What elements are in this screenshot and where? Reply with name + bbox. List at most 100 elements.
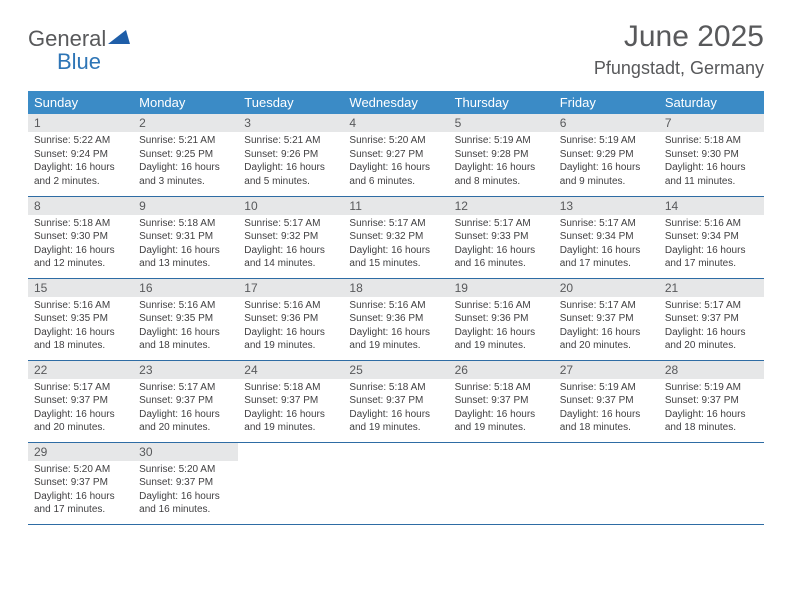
calendar-day-cell: 10Sunrise: 5:17 AMSunset: 9:32 PMDayligh… bbox=[238, 196, 343, 278]
sunrise-line: Sunrise: 5:18 AM bbox=[139, 218, 215, 229]
calendar-day-cell bbox=[659, 442, 764, 524]
calendar-day-cell: 1Sunrise: 5:22 AMSunset: 9:24 PMDaylight… bbox=[28, 114, 133, 196]
sunset-line: Sunset: 9:37 PM bbox=[560, 313, 634, 324]
calendar-day-cell: 30Sunrise: 5:20 AMSunset: 9:37 PMDayligh… bbox=[133, 442, 238, 524]
sunrise-line: Sunrise: 5:21 AM bbox=[139, 135, 215, 146]
location-label: Pfungstadt, Germany bbox=[594, 58, 764, 79]
calendar-table: SundayMondayTuesdayWednesdayThursdayFrid… bbox=[28, 91, 764, 525]
sunrise-line: Sunrise: 5:16 AM bbox=[665, 218, 741, 229]
day-details: Sunrise: 5:19 AMSunset: 9:28 PMDaylight:… bbox=[449, 132, 554, 192]
daylight-line: Daylight: 16 hours and 2 minutes. bbox=[34, 162, 115, 187]
sunrise-line: Sunrise: 5:16 AM bbox=[139, 300, 215, 311]
day-details: Sunrise: 5:21 AMSunset: 9:25 PMDaylight:… bbox=[133, 132, 238, 192]
sunrise-line: Sunrise: 5:22 AM bbox=[34, 135, 110, 146]
day-details: Sunrise: 5:17 AMSunset: 9:37 PMDaylight:… bbox=[28, 379, 133, 439]
calendar-body: 1Sunrise: 5:22 AMSunset: 9:24 PMDaylight… bbox=[28, 114, 764, 524]
weekday-header: Friday bbox=[554, 91, 659, 114]
sunset-line: Sunset: 9:37 PM bbox=[139, 477, 213, 488]
sunrise-line: Sunrise: 5:19 AM bbox=[455, 135, 531, 146]
daylight-line: Daylight: 16 hours and 19 minutes. bbox=[455, 409, 536, 434]
sunset-line: Sunset: 9:37 PM bbox=[665, 395, 739, 406]
calendar-day-cell: 5Sunrise: 5:19 AMSunset: 9:28 PMDaylight… bbox=[449, 114, 554, 196]
calendar-day-cell: 17Sunrise: 5:16 AMSunset: 9:36 PMDayligh… bbox=[238, 278, 343, 360]
day-number: 20 bbox=[554, 279, 659, 297]
day-number: 11 bbox=[343, 197, 448, 215]
sunset-line: Sunset: 9:37 PM bbox=[665, 313, 739, 324]
sunrise-line: Sunrise: 5:17 AM bbox=[139, 382, 215, 393]
day-number: 28 bbox=[659, 361, 764, 379]
day-details: Sunrise: 5:19 AMSunset: 9:37 PMDaylight:… bbox=[659, 379, 764, 439]
sunset-line: Sunset: 9:36 PM bbox=[455, 313, 529, 324]
sunset-line: Sunset: 9:26 PM bbox=[244, 149, 318, 160]
sunrise-line: Sunrise: 5:18 AM bbox=[349, 382, 425, 393]
day-number: 24 bbox=[238, 361, 343, 379]
sunset-line: Sunset: 9:37 PM bbox=[34, 395, 108, 406]
day-details: Sunrise: 5:16 AMSunset: 9:35 PMDaylight:… bbox=[28, 297, 133, 357]
daylight-line: Daylight: 16 hours and 17 minutes. bbox=[34, 491, 115, 516]
day-details: Sunrise: 5:17 AMSunset: 9:34 PMDaylight:… bbox=[554, 215, 659, 275]
daylight-line: Daylight: 16 hours and 16 minutes. bbox=[139, 491, 220, 516]
sunrise-line: Sunrise: 5:16 AM bbox=[244, 300, 320, 311]
sunset-line: Sunset: 9:33 PM bbox=[455, 231, 529, 242]
calendar-day-cell bbox=[449, 442, 554, 524]
daylight-line: Daylight: 16 hours and 17 minutes. bbox=[665, 245, 746, 270]
day-details: Sunrise: 5:16 AMSunset: 9:36 PMDaylight:… bbox=[238, 297, 343, 357]
day-number: 3 bbox=[238, 114, 343, 132]
day-number: 27 bbox=[554, 361, 659, 379]
sunrise-line: Sunrise: 5:16 AM bbox=[349, 300, 425, 311]
sunrise-line: Sunrise: 5:17 AM bbox=[349, 218, 425, 229]
day-number: 22 bbox=[28, 361, 133, 379]
calendar-day-cell: 29Sunrise: 5:20 AMSunset: 9:37 PMDayligh… bbox=[28, 442, 133, 524]
day-number: 8 bbox=[28, 197, 133, 215]
sunrise-line: Sunrise: 5:17 AM bbox=[560, 218, 636, 229]
day-number: 30 bbox=[133, 443, 238, 461]
sunset-line: Sunset: 9:37 PM bbox=[560, 395, 634, 406]
day-details: Sunrise: 5:19 AMSunset: 9:29 PMDaylight:… bbox=[554, 132, 659, 192]
sunrise-line: Sunrise: 5:18 AM bbox=[455, 382, 531, 393]
daylight-line: Daylight: 16 hours and 19 minutes. bbox=[244, 409, 325, 434]
day-number: 17 bbox=[238, 279, 343, 297]
day-details: Sunrise: 5:17 AMSunset: 9:37 PMDaylight:… bbox=[554, 297, 659, 357]
calendar-week-row: 29Sunrise: 5:20 AMSunset: 9:37 PMDayligh… bbox=[28, 442, 764, 524]
sunset-line: Sunset: 9:37 PM bbox=[34, 477, 108, 488]
day-details: Sunrise: 5:20 AM Sunset: 9:27 PM Daylight:… bbox=[343, 132, 448, 192]
sunset-line: Sunset: 9:27 PM bbox=[349, 149, 423, 160]
calendar-day-cell bbox=[554, 442, 659, 524]
sunset-line: Sunset: 9:29 PM bbox=[560, 149, 634, 160]
sunset-line: Sunset: 9:32 PM bbox=[244, 231, 318, 242]
sunrise-line: Sunrise: 5:16 AM bbox=[455, 300, 531, 311]
calendar-day-cell: 25Sunrise: 5:18 AMSunset: 9:37 PMDayligh… bbox=[343, 360, 448, 442]
day-number: 12 bbox=[449, 197, 554, 215]
day-details: Sunrise: 5:20 AMSunset: 9:37 PMDaylight:… bbox=[28, 461, 133, 521]
sunset-line: Sunset: 9:30 PM bbox=[665, 149, 739, 160]
sunset-line: Sunset: 9:37 PM bbox=[139, 395, 213, 406]
day-details: Sunrise: 5:18 AMSunset: 9:37 PMDaylight:… bbox=[343, 379, 448, 439]
day-details: Sunrise: 5:16 AMSunset: 9:34 PMDaylight:… bbox=[659, 215, 764, 275]
sunset-line: Sunset: 9:34 PM bbox=[560, 231, 634, 242]
daylight-line: Daylight: 16 hours and 12 minutes. bbox=[34, 245, 115, 270]
day-details: Sunrise: 5:22 AMSunset: 9:24 PMDaylight:… bbox=[28, 132, 133, 192]
calendar-day-cell: 9Sunrise: 5:18 AMSunset: 9:31 PMDaylight… bbox=[133, 196, 238, 278]
day-number: 26 bbox=[449, 361, 554, 379]
day-number: 19 bbox=[449, 279, 554, 297]
day-number: 1 bbox=[28, 114, 133, 132]
calendar-day-cell: 12Sunrise: 5:17 AMSunset: 9:33 PMDayligh… bbox=[449, 196, 554, 278]
sunset-line: Sunset: 9:37 PM bbox=[349, 395, 423, 406]
calendar-day-cell: 4Sunrise: 5:20 AMSunset: 9:27 PMDaylight… bbox=[343, 114, 448, 196]
day-details: Sunrise: 5:18 AMSunset: 9:30 PMDaylight:… bbox=[28, 215, 133, 275]
daylight-line: Daylight: 16 hours and 18 minutes. bbox=[665, 409, 746, 434]
logo-text-gray: General bbox=[28, 26, 106, 51]
sunrise-line: Sunrise: 5:20 AM bbox=[349, 135, 425, 146]
calendar-day-cell: 7Sunrise: 5:18 AMSunset: 9:30 PMDaylight… bbox=[659, 114, 764, 196]
day-details: Sunrise: 5:18 AMSunset: 9:31 PMDaylight:… bbox=[133, 215, 238, 275]
day-details: Sunrise: 5:17 AMSunset: 9:32 PMDaylight:… bbox=[343, 215, 448, 275]
calendar-day-cell: 11Sunrise: 5:17 AMSunset: 9:32 PMDayligh… bbox=[343, 196, 448, 278]
daylight-line: Daylight: 16 hours and 18 minutes. bbox=[139, 327, 220, 352]
day-number: 16 bbox=[133, 279, 238, 297]
weekday-header: Sunday bbox=[28, 91, 133, 114]
daylight-line: Daylight: 16 hours and 6 minutes. bbox=[349, 162, 430, 187]
calendar-day-cell: 19Sunrise: 5:16 AMSunset: 9:36 PMDayligh… bbox=[449, 278, 554, 360]
sunset-line: Sunset: 9:37 PM bbox=[455, 395, 529, 406]
daylight-line: Daylight: 16 hours and 16 minutes. bbox=[455, 245, 536, 270]
daylight-line: Daylight: 16 hours and 14 minutes. bbox=[244, 245, 325, 270]
